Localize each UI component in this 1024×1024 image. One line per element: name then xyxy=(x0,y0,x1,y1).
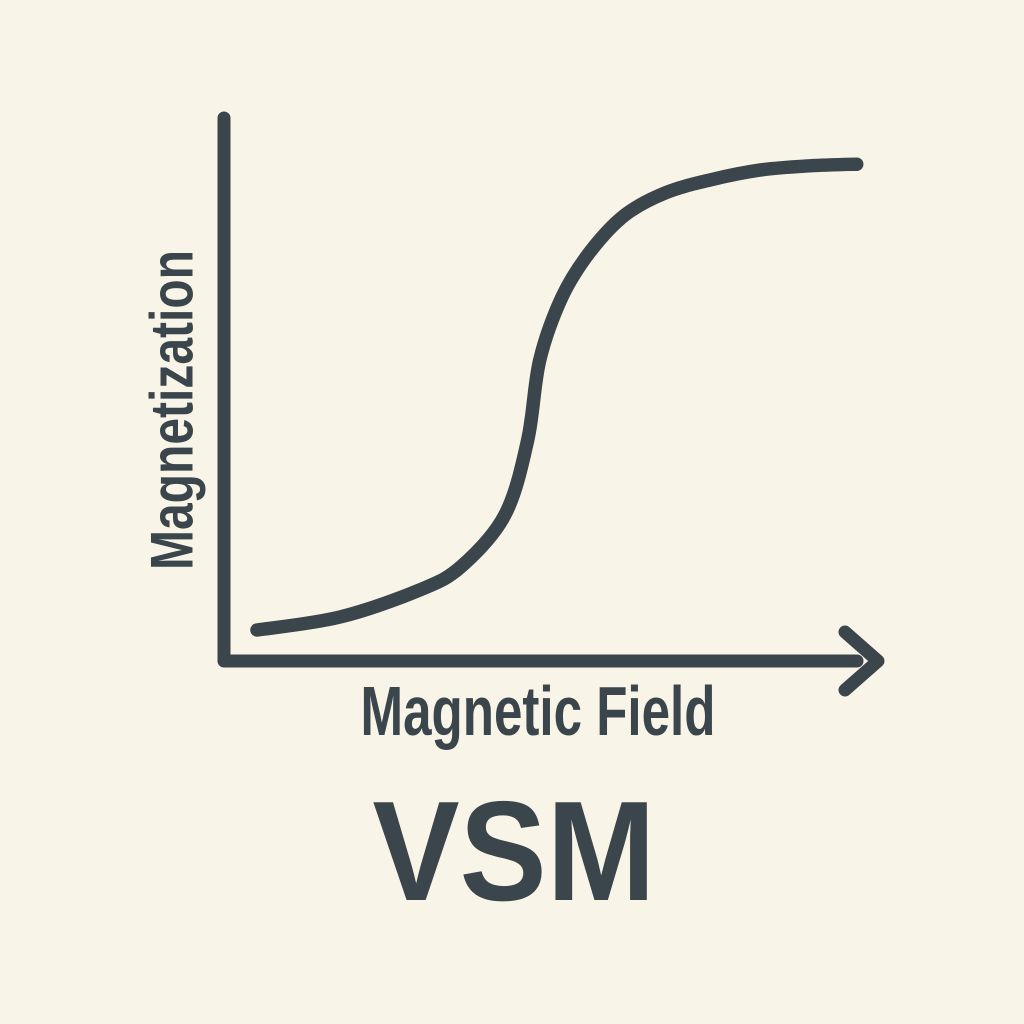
figure-title: VSM xyxy=(372,772,656,931)
magnetization-curve xyxy=(250,157,864,637)
x-axis-label: Magnetic Field xyxy=(360,672,716,750)
y-axis-label: Magnetization xyxy=(138,250,206,570)
axes-lines xyxy=(217,111,864,668)
x-axis-arrowhead-icon xyxy=(838,625,885,697)
